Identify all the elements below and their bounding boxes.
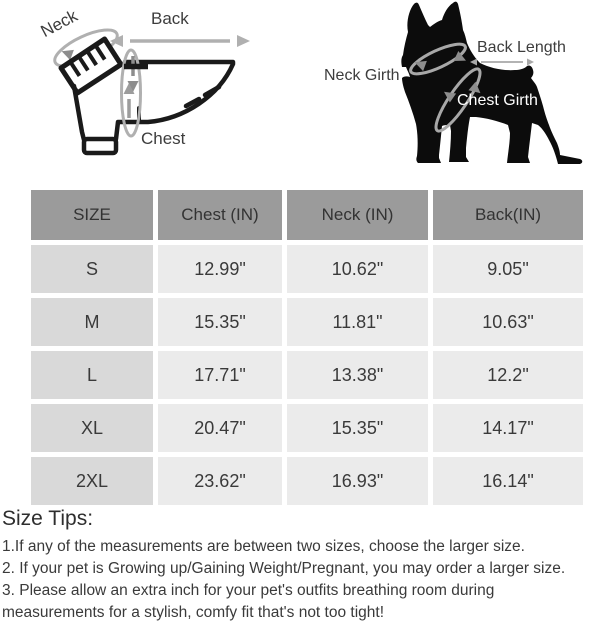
garment-diagram-icon (53, 28, 250, 156)
table-row-size-cell: 2XL (31, 457, 153, 505)
table-row-back-cell: 10.63" (433, 298, 583, 346)
table-row-chest-cell: 17.71" (158, 351, 282, 399)
garment-back-label: Back (151, 9, 189, 28)
column-header-neck: Neck (IN) (287, 190, 428, 240)
size-tips-section: Size Tips: 1.If any of the measurements … (2, 507, 599, 624)
size-tip-2: 2. If your pet is Growing up/Gaining Wei… (2, 560, 566, 577)
size-tip-3: 3. Please allow an extra inch for your p… (2, 582, 495, 621)
dog-back-length-label: Back Length (477, 39, 566, 56)
table-row-size-cell: XL (31, 404, 153, 452)
table-row-back-cell: 16.14" (433, 457, 583, 505)
garment-chest-label: Chest (141, 129, 186, 148)
table-row-size-cell: S (31, 245, 153, 293)
size-tip-1: 1.If any of the measurements are between… (2, 538, 525, 555)
table-row-size-cell: M (31, 298, 153, 346)
dog-diagram-icon (401, 1, 583, 164)
dog-neck-girth-label: Neck Girth (324, 67, 400, 84)
back-arrow-icon (110, 35, 250, 47)
column-header-size: SIZE (31, 190, 153, 240)
table-row-back-cell: 9.05" (433, 245, 583, 293)
collar-icon (58, 36, 124, 96)
table-row-chest-cell: 15.35" (158, 298, 282, 346)
chest-girth-ellipse-icon (120, 48, 148, 138)
table-row-back-cell: 14.17" (433, 404, 583, 452)
column-header-chest: Chest (IN) (158, 190, 282, 240)
table-row-chest-cell: 20.47" (158, 404, 282, 452)
table-row-neck-cell: 11.81" (287, 298, 428, 346)
table-row-size-cell: L (31, 351, 153, 399)
dog-chest-girth-label: Chest Girth (457, 92, 538, 109)
dog-chest-girth-ellipse-icon (434, 67, 482, 133)
column-header-back: Back(IN) (433, 190, 583, 240)
size-tips-title: Size Tips: (2, 507, 94, 530)
table-row-chest-cell: 23.62" (158, 457, 282, 505)
dog-neck-girth-ellipse-icon (409, 42, 467, 76)
table-row-neck-cell: 13.38" (287, 351, 428, 399)
back-length-arrow-icon (470, 58, 534, 66)
table-row-neck-cell: 16.93" (287, 457, 428, 505)
bulldog-silhouette-icon (401, 1, 583, 164)
coat-body-icon (71, 59, 236, 156)
table-row-chest-cell: 12.99" (158, 245, 282, 293)
table-row-neck-cell: 15.35" (287, 404, 428, 452)
table-row-back-cell: 12.2" (433, 351, 583, 399)
table-row-neck-cell: 10.62" (287, 245, 428, 293)
size-table: SIZE Chest (IN) Neck (IN) Back(IN) S 12.… (31, 190, 583, 505)
